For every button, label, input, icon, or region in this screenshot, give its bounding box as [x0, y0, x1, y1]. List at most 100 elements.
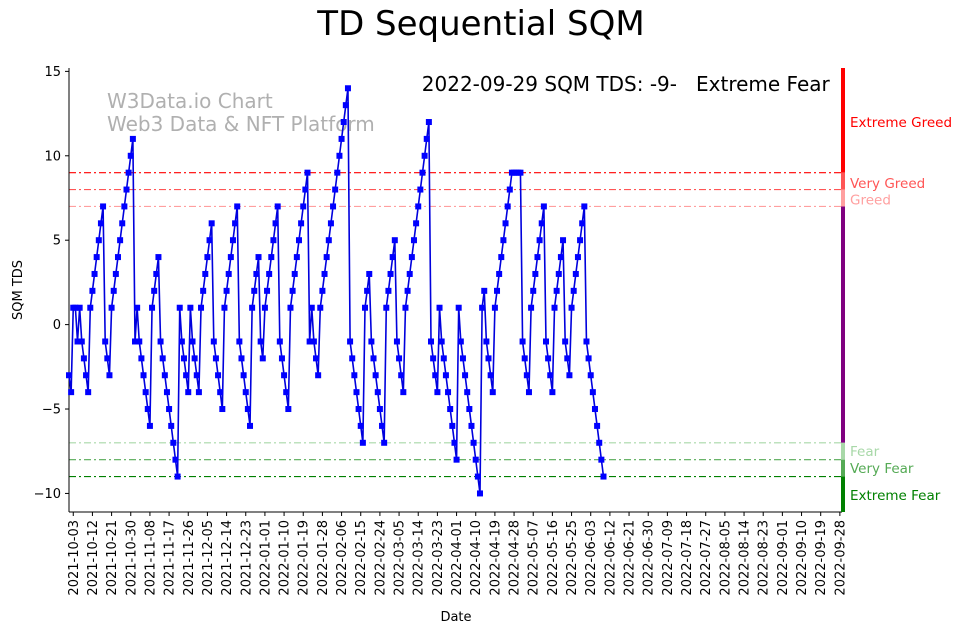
- data-point: [421, 152, 428, 159]
- data-point: [121, 203, 128, 210]
- data-point: [564, 355, 571, 362]
- data-point: [283, 389, 290, 396]
- data-point: [208, 220, 215, 227]
- data-point: [389, 254, 396, 261]
- data-point: [472, 456, 479, 463]
- data-point: [359, 439, 366, 446]
- data-point: [570, 287, 577, 294]
- data-point: [253, 270, 260, 277]
- x-tick-label: 2021-11-08: [143, 520, 158, 596]
- data-point: [72, 304, 79, 311]
- zone-label: Very Greed: [850, 176, 925, 192]
- zone-label: Fear: [850, 444, 880, 460]
- data-point: [334, 169, 341, 176]
- data-point: [538, 220, 545, 227]
- data-point: [577, 237, 584, 244]
- data-point: [285, 406, 292, 413]
- y-tick-label: −10: [34, 487, 61, 502]
- data-point: [259, 355, 266, 362]
- data-point: [438, 338, 445, 345]
- data-point: [234, 203, 241, 210]
- data-point: [489, 389, 496, 396]
- data-point: [436, 304, 443, 311]
- data-point: [178, 338, 185, 345]
- data-point: [517, 169, 524, 176]
- data-point: [85, 389, 92, 396]
- data-point: [193, 372, 200, 379]
- x-tick-label: 2022-06-03: [584, 520, 599, 596]
- data-point: [215, 372, 222, 379]
- data-point: [466, 406, 473, 413]
- x-tick-label: 2022-05-25: [565, 520, 580, 596]
- data-point: [110, 287, 117, 294]
- x-tick-label: 2021-10-03: [67, 520, 82, 596]
- data-point: [276, 338, 283, 345]
- data-point: [89, 287, 96, 294]
- x-tick-label: 2022-02-15: [354, 520, 369, 596]
- data-point: [487, 372, 494, 379]
- data-point: [159, 355, 166, 362]
- data-point: [180, 355, 187, 362]
- data-point: [217, 389, 224, 396]
- data-point: [155, 254, 162, 261]
- data-point: [587, 372, 594, 379]
- x-tick-label: 2022-05-07: [527, 520, 542, 596]
- data-point: [340, 119, 347, 126]
- zone-label: Very Fear: [850, 461, 914, 477]
- data-point: [447, 406, 454, 413]
- data-point: [257, 338, 264, 345]
- data-point: [166, 406, 173, 413]
- data-point: [153, 270, 160, 277]
- data-point: [349, 355, 356, 362]
- data-point: [496, 270, 503, 277]
- data-point: [174, 473, 181, 480]
- data-point: [457, 338, 464, 345]
- data-point: [127, 152, 134, 159]
- data-point: [168, 422, 175, 429]
- data-point: [547, 372, 554, 379]
- y-tick-label: 0: [53, 318, 61, 333]
- data-point: [251, 287, 258, 294]
- data-point: [255, 254, 262, 261]
- data-point: [123, 186, 130, 193]
- data-point: [393, 338, 400, 345]
- x-tick-label: 2021-11-17: [163, 520, 178, 596]
- data-point: [219, 406, 226, 413]
- data-point: [91, 270, 98, 277]
- data-point: [600, 473, 607, 480]
- data-point: [406, 270, 413, 277]
- data-point: [519, 338, 526, 345]
- data-point: [525, 389, 532, 396]
- data-point: [227, 254, 234, 261]
- data-point: [357, 422, 364, 429]
- data-point: [549, 389, 556, 396]
- x-tick-label: 2022-02-24: [373, 520, 388, 596]
- data-point: [298, 220, 305, 227]
- watermark-line-1: W3Data.io Chart: [107, 89, 273, 113]
- data-point: [413, 220, 420, 227]
- y-tick-label: −5: [42, 403, 61, 418]
- data-point: [187, 304, 194, 311]
- data-point: [545, 355, 552, 362]
- data-point: [223, 287, 230, 294]
- data-point: [391, 237, 398, 244]
- data-point: [132, 338, 139, 345]
- data-point: [87, 304, 94, 311]
- data-point: [364, 287, 371, 294]
- data-point: [594, 422, 601, 429]
- data-point: [598, 456, 605, 463]
- data-point: [238, 355, 245, 362]
- data-point: [468, 422, 475, 429]
- x-tick-label: 2022-08-23: [757, 520, 772, 596]
- data-point: [261, 304, 268, 311]
- data-point: [485, 355, 492, 362]
- data-point: [268, 254, 275, 261]
- very-fear-bar: [841, 459, 845, 477]
- data-point: [376, 406, 383, 413]
- data-point: [100, 203, 107, 210]
- data-point: [144, 406, 151, 413]
- x-tick-label: 2022-04-10: [469, 520, 484, 596]
- data-point: [532, 270, 539, 277]
- data-point: [372, 372, 379, 379]
